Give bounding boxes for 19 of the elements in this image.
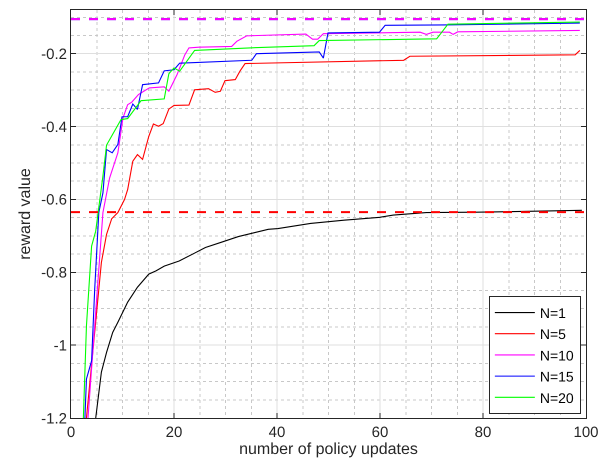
x-tick-label: 60 bbox=[372, 424, 388, 441]
legend-label: N=1 bbox=[540, 304, 566, 321]
x-tick-label: 20 bbox=[166, 424, 182, 441]
x-tick-label: 100 bbox=[573, 424, 599, 441]
legend-label: N=10 bbox=[540, 347, 574, 364]
y-tick-label: -1.2 bbox=[41, 410, 67, 428]
y-tick-label: -0.8 bbox=[41, 264, 67, 282]
x-axis-title: number of policy updates bbox=[239, 441, 418, 458]
x-tick-label: 0 bbox=[66, 424, 76, 441]
y-tick-label: -0.6 bbox=[41, 192, 67, 209]
legend-label: N=15 bbox=[540, 368, 574, 385]
legend-label: N=5 bbox=[540, 326, 566, 342]
y-tick-label: -0.4 bbox=[41, 118, 67, 136]
y-tick-label: -1 bbox=[54, 337, 67, 354]
x-tick-label: 80 bbox=[474, 424, 492, 441]
y-axis-title: reward value bbox=[17, 168, 34, 260]
y-tick-label: -0.2 bbox=[41, 46, 67, 63]
legend-label: N=20 bbox=[540, 390, 574, 406]
x-tick-label: 40 bbox=[268, 424, 286, 441]
